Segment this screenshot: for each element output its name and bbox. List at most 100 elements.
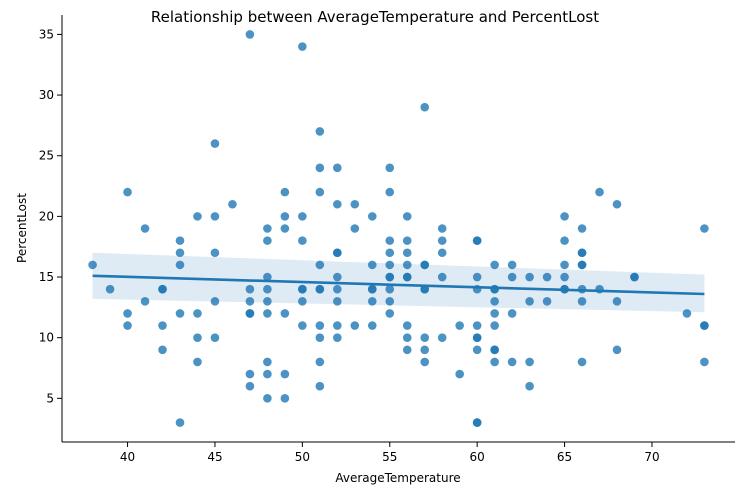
data-point [245,30,255,39]
data-point [210,139,220,148]
data-point [472,321,482,330]
confidence-band-layer [92,252,705,313]
data-point [472,272,482,282]
data-point [385,284,395,294]
data-point [245,309,255,318]
data-point [193,309,202,318]
x-tick-label: 50 [295,450,310,464]
data-point [542,272,552,282]
data-point [490,321,499,330]
data-point [560,272,569,282]
data-point [315,127,325,136]
data-point [455,321,464,330]
axes-layer [61,15,735,443]
data-point [367,212,377,221]
y-tick-label: 10 [39,331,54,345]
data-point [88,260,97,270]
data-point [402,212,412,221]
data-point [158,345,167,355]
data-point [507,272,517,282]
data-point [210,333,220,342]
data-point [210,212,220,221]
data-point [385,163,395,173]
data-point [333,163,342,173]
data-point [263,309,272,318]
data-point [175,260,185,270]
data-point [612,345,622,355]
data-point [175,418,185,427]
data-point [333,333,342,342]
data-point [315,381,325,391]
data-point [402,236,412,245]
x-tick-label: 40 [120,450,135,464]
data-point [193,212,202,221]
data-point [420,333,430,342]
data-point [367,284,377,294]
data-point [682,309,692,318]
y-ticks-layer: 5 10 15 20 25 30 35 [39,27,62,405]
data-point [175,236,185,245]
data-point [437,248,447,258]
data-point [263,284,272,294]
data-point [490,309,499,318]
data-point [210,296,220,306]
data-point [350,321,360,330]
data-point [385,187,395,197]
x-ticks-layer: 40 45 50 55 60 65 70 [120,442,660,464]
data-point [367,296,377,306]
y-axis-label: PercentLost [15,193,29,263]
data-point [367,321,377,330]
data-point [315,187,325,197]
data-point [263,296,272,306]
data-point [577,296,587,306]
data-point [280,187,290,197]
data-point [123,309,132,318]
data-point [420,345,430,355]
data-point [315,321,325,330]
data-point [263,394,272,403]
data-point [123,187,132,197]
data-point [175,248,185,258]
data-point [105,284,115,294]
data-point [263,272,272,282]
data-point [333,284,342,294]
x-tick-label: 55 [382,450,397,464]
data-point [280,394,290,403]
data-point [228,199,237,209]
data-point [437,224,447,233]
data-point [298,236,307,245]
data-point [507,309,517,318]
data-point [315,163,325,173]
data-point [612,199,622,209]
data-point [298,212,307,221]
data-point [630,272,639,282]
data-point [595,187,604,197]
regression-line-layer [92,274,705,296]
data-point [420,260,430,270]
data-point [402,333,412,342]
data-point [525,272,534,282]
data-point [577,248,587,258]
data-point [333,199,342,209]
data-point [402,321,412,330]
data-point [315,284,325,294]
y-tick-label: 20 [39,209,54,223]
data-point [385,260,395,270]
x-tick-label: 60 [470,450,485,464]
data-point [385,248,395,258]
data-point [263,369,272,379]
y-tick-label: 30 [39,88,54,102]
data-point [472,345,482,355]
x-tick-label: 45 [207,450,222,464]
data-point [542,296,552,306]
data-point [455,369,464,379]
data-point [298,296,307,306]
data-point [385,296,395,306]
data-point [350,224,360,233]
data-point [700,357,709,367]
data-point [333,272,342,282]
data-point [490,345,499,355]
data-point [385,272,395,282]
data-point [612,296,622,306]
